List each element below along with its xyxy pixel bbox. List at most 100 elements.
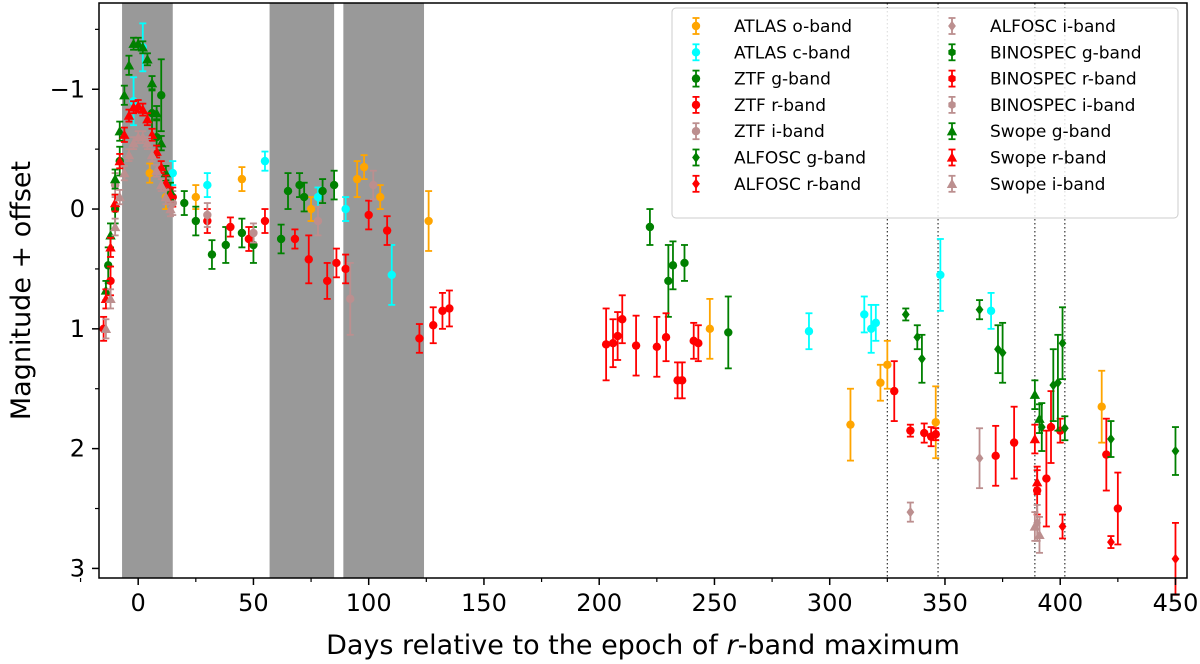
data-point [306,204,316,214]
data-point [668,261,678,270]
data-point [249,228,258,238]
data-point [1042,474,1051,483]
data-point [203,180,212,190]
y-tick-label: −1 [50,75,85,103]
series-atlas-c-band [129,22,996,354]
data-point [1049,379,1058,391]
data-point [991,451,1000,461]
data-point [114,155,125,166]
data-point [352,174,362,184]
data-point [661,333,671,342]
data-point [445,304,454,313]
data-point [156,161,167,172]
series-swope-r-band [100,99,1043,496]
data-point [290,234,300,244]
data-point [109,221,121,232]
legend-marker [948,48,956,57]
legend-entry: ZTF r-band [691,96,826,116]
legend-label: ALFOSC r-band [734,175,861,195]
legend-marker [946,152,958,162]
data-point [137,104,148,114]
data-point [151,146,162,156]
data-point [168,168,177,178]
series-alfosc-i-band [906,427,1042,542]
data-point [244,234,254,244]
legend-entry: ALFOSC r-band [692,175,861,195]
legend-entry: BINOSPEC r-band [948,70,1137,90]
data-point [191,216,201,226]
data-point [203,210,212,220]
data-point [119,167,130,178]
legend-label: Swope r-band [990,149,1107,169]
data-point [128,137,139,148]
legend-entry: ALFOSC i-band [948,17,1116,37]
data-point [106,276,115,286]
legend-entry: BINOSPEC g-band [948,43,1142,63]
y-tick-label: 0 [70,195,85,223]
data-point [299,192,309,202]
data-point [123,60,135,70]
x-tick-label: 250 [692,589,738,617]
data-point [920,428,929,438]
data-point [1029,521,1041,531]
x-tick-label: 400 [1037,589,1083,617]
data-point [652,342,662,352]
data-point [804,327,814,336]
data-point [1054,377,1062,388]
data-point [424,216,433,226]
x-tick-label: 50 [238,589,269,617]
legend-marker [692,178,700,189]
data-point [123,149,135,160]
legend-entry: ATLAS c-band [691,43,851,63]
data-point [1031,476,1043,487]
legend-label: ZTF g-band [734,70,831,90]
legend-label: Swope g-band [990,122,1111,142]
legend-entry: ZTF g-band [691,70,831,90]
data-point [119,90,130,100]
data-point [906,426,915,435]
series-swope-i-band [100,130,1045,554]
legend-entry: Swope r-band [946,149,1107,169]
data-point [664,276,673,286]
legend-label: ZTF i-band [734,122,825,142]
data-point [1113,504,1123,513]
data-point [237,174,247,184]
x-axis-label-prefix: Days relative to the epoch of [326,630,726,661]
series-alfosc-g-band [901,299,1180,476]
data-point [1107,536,1115,548]
data-point [137,42,148,52]
legend-label: Swope i-band [990,175,1105,195]
data-point [1171,553,1180,565]
legend-marker [691,48,701,57]
data-point [180,198,189,208]
data-point [142,113,153,124]
data-point [132,38,144,48]
legend-label: ALFOSC g-band [734,149,866,169]
data-point [1029,433,1041,444]
x-tick-label: 100 [346,589,392,617]
data-point [191,192,201,202]
x-tick-label: 350 [922,589,968,617]
legend-entry: ATLAS o-band [691,17,852,37]
data-point [705,324,715,334]
data-point [906,506,915,518]
data-point [260,216,270,226]
legend-marker [948,74,956,83]
data-point [221,240,230,250]
data-point [237,228,247,238]
data-point [1058,521,1067,532]
data-points [99,22,1180,596]
data-point [1046,422,1056,432]
shaded-region-2 [269,3,335,578]
data-point [137,131,148,142]
data-point [936,270,945,280]
data-point [677,376,687,385]
legend-label: BINOSPEC i-band [990,96,1135,116]
data-point [724,328,733,337]
data-point [156,179,167,190]
data-point [883,360,892,369]
data-point [986,306,996,316]
data-point [1029,389,1041,399]
data-point [142,137,153,148]
